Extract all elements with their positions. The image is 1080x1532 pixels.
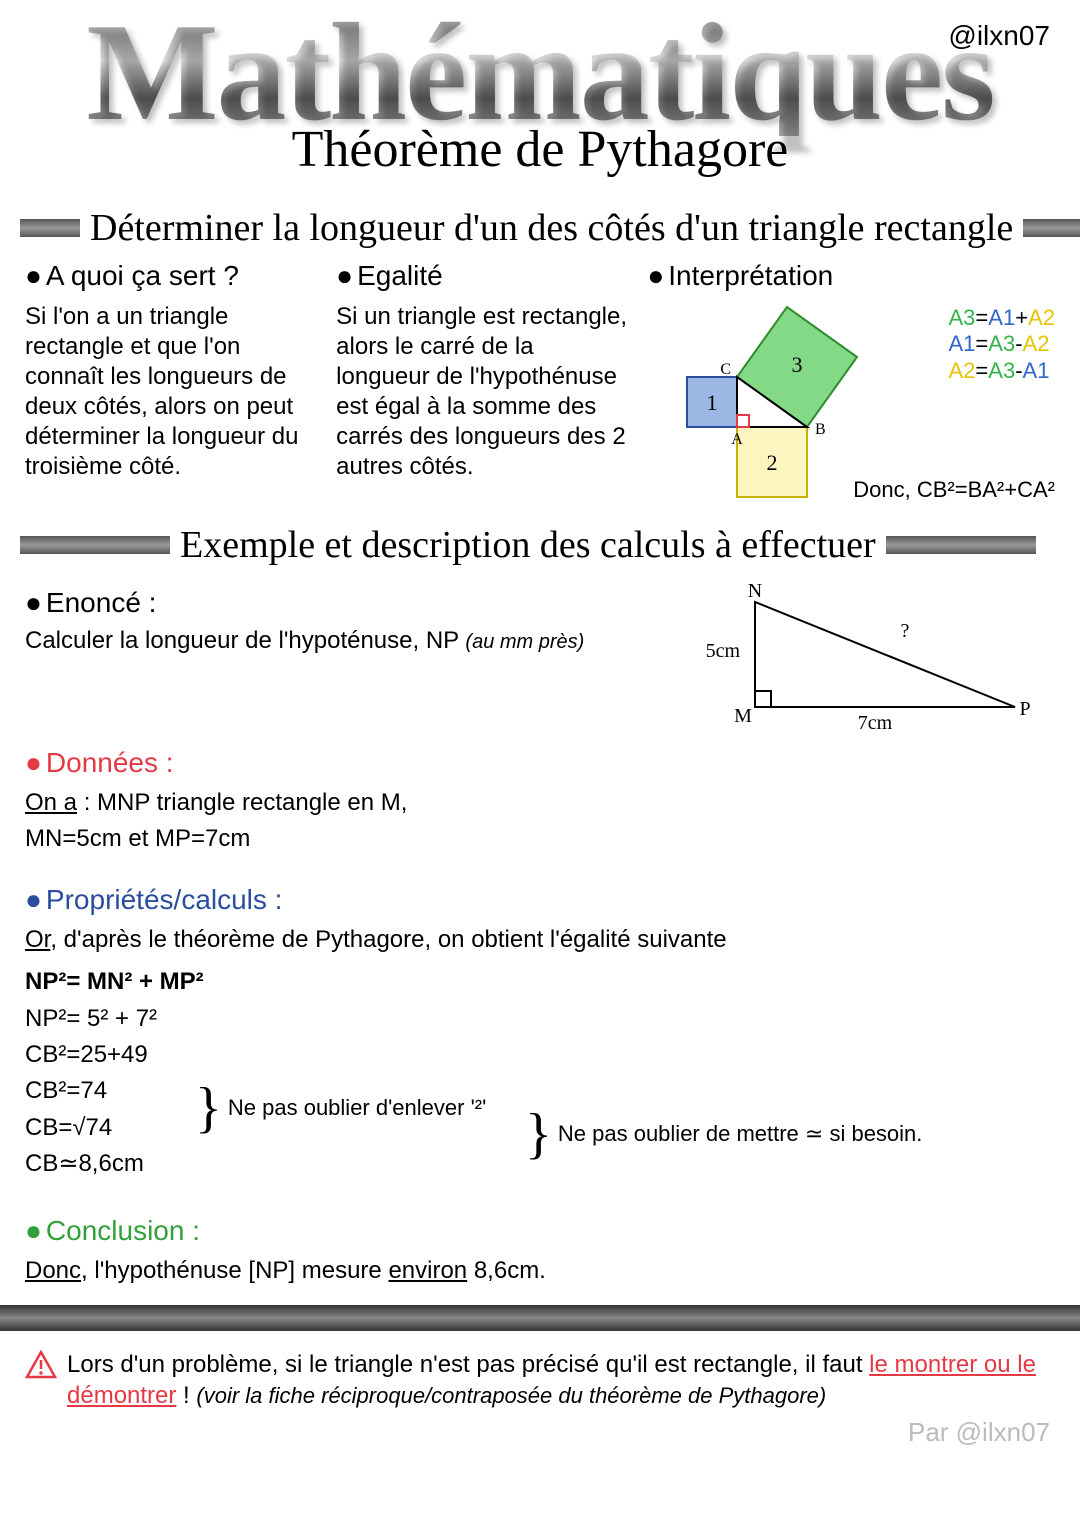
prop-line1: Or, d'après le théorème de Pythagore, on… <box>25 924 1055 956</box>
note-approx: }Ne pas oublier de mettre ≃ si besoin. <box>525 1120 922 1148</box>
calc-l7: CB≃8,6cm <box>25 1148 204 1180</box>
donnees-heading: Données : <box>25 747 1055 779</box>
mp-label: 7cm <box>858 712 893 734</box>
conclusion-text: Donc, l'hypothénuse [NP] mesure environ … <box>25 1255 1055 1287</box>
col1-text: Si l'on a un triangle rectangle et que l… <box>25 302 316 482</box>
bottom-divider-bar <box>0 1305 1080 1331</box>
conclusion-heading: Conclusion : <box>25 1215 1055 1247</box>
col-interpretation: Interprétation 1 2 3 C A B A3=A1+A <box>647 260 1055 507</box>
banner-bar <box>886 536 1036 554</box>
main-title: Mathématiques <box>0 10 1080 136</box>
col3-heading: Interprétation <box>647 260 1055 292</box>
squares-diagram: 1 2 3 C A B <box>647 302 947 502</box>
eq-line-3: A2=A3-A1 <box>949 358 1055 384</box>
calc-l4: CB²=25+49 <box>25 1039 204 1071</box>
col2-text: Si un triangle est rectangle, alors le c… <box>336 302 627 482</box>
donnees-line2: MN=5cm et MP=7cm <box>25 823 1055 855</box>
warning-text: Lors d'un problème, si le triangle n'est… <box>67 1349 1055 1411</box>
vertex-a: A <box>732 431 744 448</box>
calc-lines: NP²= MN² + MP² NP²= 5² + 7² CB²=25+49 CB… <box>25 962 204 1184</box>
donnees-line1: On a : MNP triangle rectangle en M, <box>25 787 1055 819</box>
three-columns: A quoi ça sert ? Si l'on a un triangle r… <box>0 260 1080 517</box>
title-block: Mathématiques Théorème de Pythagore <box>0 0 1080 200</box>
vertex-n: N <box>748 580 762 602</box>
vertex-b: B <box>815 421 826 438</box>
banner-text-2: Exemple et description des calculs à eff… <box>180 523 876 567</box>
square-2-label: 2 <box>767 450 778 475</box>
vertex-p: P <box>1019 698 1030 720</box>
triangle-shape <box>755 602 1015 707</box>
enonce-row: Enoncé : Calculer la longueur de l'hypot… <box>25 577 1055 737</box>
enonce-heading: Enoncé : <box>25 587 675 619</box>
calc-l3: NP²= 5² + 7² <box>25 1003 204 1035</box>
col1-heading: A quoi ça sert ? <box>25 260 316 292</box>
main-content: Enoncé : Calculer la longueur de l'hypot… <box>0 577 1080 1287</box>
note-remove-square: }Ne pas oublier d'enlever '²' <box>195 1094 486 1122</box>
square-1-label: 1 <box>707 390 718 415</box>
section-banner-1: Déterminer la longueur d'un des côtés d'… <box>20 206 1060 250</box>
triangle-mnp: N M P 5cm 7cm ? <box>695 577 1055 737</box>
banner-bar <box>20 536 170 554</box>
col-equality: Egalité Si un triangle est rectangle, al… <box>336 260 627 507</box>
sub-title: Théorème de Pythagore <box>292 120 789 179</box>
col2-heading: Egalité <box>336 260 627 292</box>
calc-l5: CB²=74 <box>25 1075 204 1107</box>
banner-text-1: Déterminer la longueur d'un des côtés d'… <box>90 206 1013 250</box>
calc-l6: CB=√74 <box>25 1112 204 1144</box>
enonce-text: Calculer la longueur de l'hypoténuse, NP… <box>25 627 675 655</box>
interp-conclusion: Donc, CB²=BA²+CA² <box>853 477 1055 503</box>
banner-bar <box>20 219 80 237</box>
eq-line-2: A1=A3-A2 <box>949 331 1055 357</box>
vertex-m: M <box>734 705 752 727</box>
warning-icon <box>25 1349 57 1381</box>
interp-equations: A3=A1+A2 A1=A3-A2 A2=A3-A1 <box>949 305 1055 384</box>
col-purpose: A quoi ça sert ? Si l'on a un triangle r… <box>25 260 316 507</box>
calc-eq-bold: NP²= MN² + MP² <box>25 966 204 998</box>
vertex-c: C <box>721 361 732 378</box>
section-banner-2: Exemple et description des calculs à eff… <box>20 523 1060 567</box>
right-angle-m <box>755 691 771 707</box>
calc-block: NP²= MN² + MP² NP²= 5² + 7² CB²=25+49 CB… <box>25 962 1055 1184</box>
footer-credit: Par @ilxn07 <box>0 1411 1080 1448</box>
mn-label: 5cm <box>706 640 741 662</box>
np-label: ? <box>901 620 910 642</box>
square-3-label: 3 <box>792 352 803 377</box>
warning-row: Lors d'un problème, si le triangle n'est… <box>0 1349 1080 1411</box>
prop-heading: Propriétés/calculs : <box>25 884 1055 916</box>
eq-line-1: A3=A1+A2 <box>949 305 1055 331</box>
banner-bar <box>1023 219 1080 237</box>
